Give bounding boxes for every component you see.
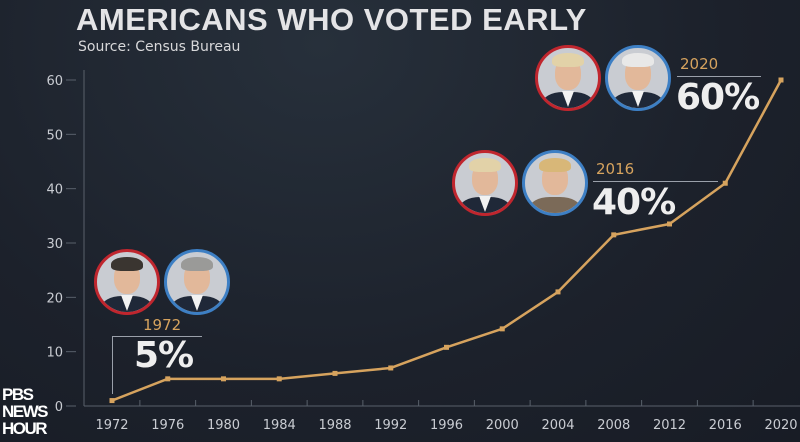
y-tick-label: 40: [46, 183, 63, 198]
data-point-2012: [667, 221, 672, 227]
data-point-1980: [221, 376, 226, 382]
data-point-1996: [444, 344, 449, 350]
callout-pct-2020: 60%: [676, 77, 760, 118]
portrait-2016-democrat: [522, 150, 588, 216]
x-tick-label: 1972: [95, 418, 128, 433]
x-tick-label: 2004: [541, 418, 574, 433]
chart-title: AMERICANS WHO VOTED EARLY: [76, 2, 587, 37]
x-tick-label: 2012: [653, 418, 686, 433]
logo-line-1: PBS: [2, 385, 34, 404]
x-tick-label: 1992: [374, 418, 407, 433]
callout-stem-1972: [112, 336, 113, 394]
data-point-1976: [165, 376, 171, 382]
y-tick-label: 60: [46, 74, 63, 89]
portrait-1972-democrat: [164, 249, 230, 315]
data-point-2020: [778, 77, 784, 83]
series-line: [111, 79, 783, 402]
x-tick-label: 2016: [709, 418, 742, 433]
callout-line-2020: [677, 76, 761, 77]
portrait-2020-republican: [535, 45, 601, 111]
x-tick-label: 1988: [318, 418, 351, 433]
callout-pct-1972: 5%: [134, 335, 194, 376]
data-point-2008: [611, 232, 617, 238]
x-tick-label: 1984: [263, 418, 296, 433]
x-tick-label: 2008: [597, 418, 630, 433]
y-tick-label: 50: [46, 128, 63, 143]
y-tick-label: 30: [46, 237, 63, 252]
pbs-newshour-logo: PBS NEWS HOUR: [2, 385, 49, 438]
data-point-1972: [109, 398, 115, 404]
x-tick-label: 2020: [764, 418, 797, 433]
y-tick-label: 10: [46, 346, 63, 361]
logo-line-2: NEWS: [2, 402, 49, 421]
data-point-1988: [332, 370, 338, 376]
data-point-2016: [722, 180, 728, 186]
portrait-2020-democrat: [605, 45, 671, 111]
callout-year-2016: 2016: [596, 160, 635, 178]
x-tick-label: 1976: [151, 418, 184, 433]
callout-year-2020: 2020: [680, 55, 719, 73]
y-tick-label: 20: [46, 291, 63, 306]
portrait-2016-republican: [452, 150, 518, 216]
callout-line-1972: [112, 336, 202, 337]
callout-year-1972: 1972: [143, 316, 182, 334]
y-tick-label: 0: [55, 400, 63, 415]
x-tick-label: 1996: [430, 418, 463, 433]
callout-line-2016: [593, 181, 718, 182]
data-point-2000: [499, 326, 505, 332]
data-point-2004: [555, 289, 561, 295]
logo-line-3: HOUR: [2, 419, 48, 438]
callout-pct-2016: 40%: [592, 182, 676, 223]
x-tick-label: 1980: [207, 418, 240, 433]
data-point-1984: [276, 376, 282, 382]
x-tick-label: 2000: [486, 418, 519, 433]
data-point-1992: [388, 365, 394, 371]
portrait-1972-republican: [94, 249, 160, 315]
chart-subtitle: Source: Census Bureau: [78, 39, 241, 55]
